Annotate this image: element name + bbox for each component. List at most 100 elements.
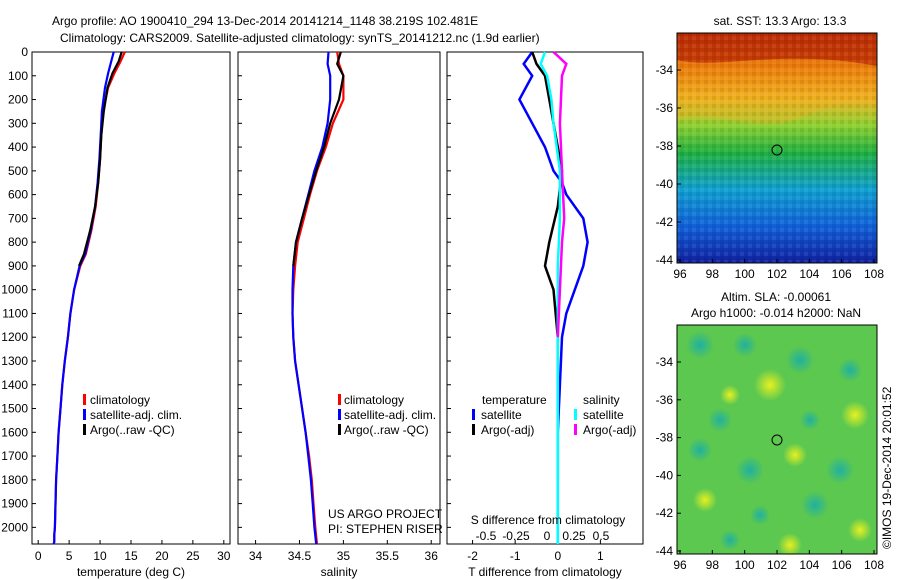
- figure-title-line1: Argo profile: AO 1900410_294 13-Dec-2014…: [52, 14, 478, 28]
- depth-tick-label: 1700: [1, 449, 28, 463]
- legend-label-t-satellite: satellite: [481, 408, 522, 422]
- series-line: [77, 51, 123, 267]
- figure-title-line2: Climatology: CARS2009. Satellite-adjuste…: [60, 31, 540, 45]
- s-tick-label: -0.25: [502, 529, 530, 543]
- depth-tick-label: 400: [8, 140, 28, 154]
- t-difference-xlabel: T difference from climatology: [468, 565, 622, 579]
- x-tick-label: 25: [186, 549, 200, 563]
- argo-location-marker: [771, 144, 783, 156]
- sla-eddy: [720, 530, 740, 550]
- temperature-legend: climatology satellite-adj. clim. Argo(..…: [83, 393, 182, 437]
- sla-map: [676, 324, 878, 557]
- s-tick-label: -0.5: [476, 529, 497, 543]
- legend-swatch-satellite: [338, 409, 341, 420]
- legend-label-argo: Argo(..raw -QC): [344, 423, 429, 437]
- legend-label-argo: Argo(..raw -QC): [90, 423, 175, 437]
- salinity-plot: 34 34.5 35 35.5 36: [249, 51, 439, 563]
- sla-eddy: [838, 358, 862, 382]
- x-tick-label: 35: [337, 549, 351, 563]
- depth-tick-label: 300: [8, 116, 28, 130]
- map-x-tick-label: 96: [673, 267, 687, 281]
- series-line: [552, 51, 568, 338]
- x-tick-label: 0: [35, 549, 42, 563]
- project-annotation-line2: PI: STEPHEN RISER: [328, 522, 443, 536]
- sla-eddy: [688, 438, 712, 462]
- s-difference-ticks: -0.5 -0.25 0 0.25 0.5: [476, 529, 610, 543]
- x-tick-label: -1: [510, 549, 521, 563]
- map-y-tick-label: -34: [656, 63, 674, 77]
- credit-text: ©IMOS 19-Dec-2014 20:01:52: [880, 386, 894, 549]
- x-tick-label: 34: [249, 549, 263, 563]
- map-x-tick-label: 96: [673, 558, 687, 572]
- x-tick-label: 5: [66, 549, 73, 563]
- depth-tick-label: 1600: [1, 425, 28, 439]
- legend-label-climatology: climatology: [90, 393, 150, 407]
- x-tick-label: 1: [597, 549, 604, 563]
- legend-label-s-satellite: satellite: [583, 408, 624, 422]
- map-y-tick-label: -42: [656, 215, 674, 229]
- map-x-tick-label: 100: [735, 267, 755, 281]
- map-y-tick-label: -42: [656, 506, 674, 520]
- sst-map-title: sat. SST: 13.3 Argo: 13.3: [714, 14, 847, 28]
- legend-title-temperature: temperature: [482, 393, 547, 407]
- project-annotation-line1: US ARGO PROJECT: [328, 507, 443, 521]
- depth-tick-label: 1300: [1, 354, 28, 368]
- depth-tick-label: 900: [8, 259, 28, 273]
- series-line: [291, 51, 332, 545]
- depth-tick-label: 200: [8, 93, 28, 107]
- legend-swatch-argo: [83, 424, 86, 435]
- legend-swatch-s-satellite: [574, 409, 577, 420]
- difference-legend: temperature salinity satellite Argo(-adj…: [472, 393, 636, 437]
- sst-map: [676, 32, 878, 264]
- series-line: [291, 51, 345, 545]
- map-y-tick-label: -38: [656, 431, 674, 445]
- map-y-tick-label: -40: [656, 177, 674, 191]
- map-x-tick-label: 108: [864, 267, 884, 281]
- map-x-tick-label: 104: [799, 267, 819, 281]
- sla-eddy: [736, 456, 764, 484]
- map-x-tick-label: 106: [832, 267, 852, 281]
- map-x-tick-label: 98: [706, 558, 720, 572]
- depth-tick-label: 1200: [1, 330, 28, 344]
- map-y-tick-label: -40: [656, 468, 674, 482]
- x-tick-label: 36: [425, 549, 439, 563]
- legend-swatch-t-argo: [472, 424, 475, 435]
- sla-eddy: [754, 369, 786, 401]
- legend-swatch-satellite: [83, 409, 86, 420]
- legend-label-t-argo: Argo(-adj): [481, 423, 534, 437]
- s-tick-label: 0.5: [593, 529, 610, 543]
- temperature-plot: 0 5 10 15 20 25 30: [35, 51, 231, 563]
- temperature-panel: [31, 51, 231, 545]
- sla-eddy: [848, 518, 872, 542]
- legend-swatch-argo: [338, 424, 341, 435]
- map-x-tick-label: 108: [864, 558, 884, 572]
- depth-tick-label: 0: [21, 45, 28, 59]
- sla-eddy: [693, 488, 717, 512]
- map-x-tick-label: 106: [832, 558, 852, 572]
- series-line: [52, 51, 115, 545]
- sla-eddy: [778, 533, 802, 557]
- legend-swatch-s-argo: [574, 424, 577, 435]
- sla-map-title-line1: Altim. SLA: -0.00061: [721, 290, 831, 304]
- difference-panel: [446, 51, 644, 545]
- sla-eddy: [733, 333, 757, 357]
- legend-title-salinity: salinity: [583, 393, 620, 407]
- sst-map-axes: 96 98 100 102 104 106 108 -34 -36 -38 -40 -42 -44: [656, 63, 885, 281]
- x-tick-label: 30: [217, 549, 231, 563]
- s-difference-label: S difference from climatology: [471, 513, 626, 527]
- sla-eddies: [686, 331, 872, 557]
- map-x-tick-label: 104: [799, 558, 819, 572]
- depth-tick-label: 1900: [1, 497, 28, 511]
- salinity-panel: [237, 51, 441, 545]
- legend-swatch-climatology: [83, 394, 86, 405]
- map-y-tick-label: -44: [656, 253, 674, 267]
- s-tick-label: 0: [544, 529, 551, 543]
- sla-eddy: [800, 410, 820, 430]
- depth-tick-label: 1800: [1, 473, 28, 487]
- x-tick-label: 10: [93, 549, 107, 563]
- sla-eddy: [826, 456, 854, 484]
- x-tick-label: 34.5: [288, 549, 312, 563]
- x-tick-label: -2: [467, 549, 478, 563]
- map-x-tick-label: 102: [767, 558, 787, 572]
- x-tick-label: 0: [554, 549, 561, 563]
